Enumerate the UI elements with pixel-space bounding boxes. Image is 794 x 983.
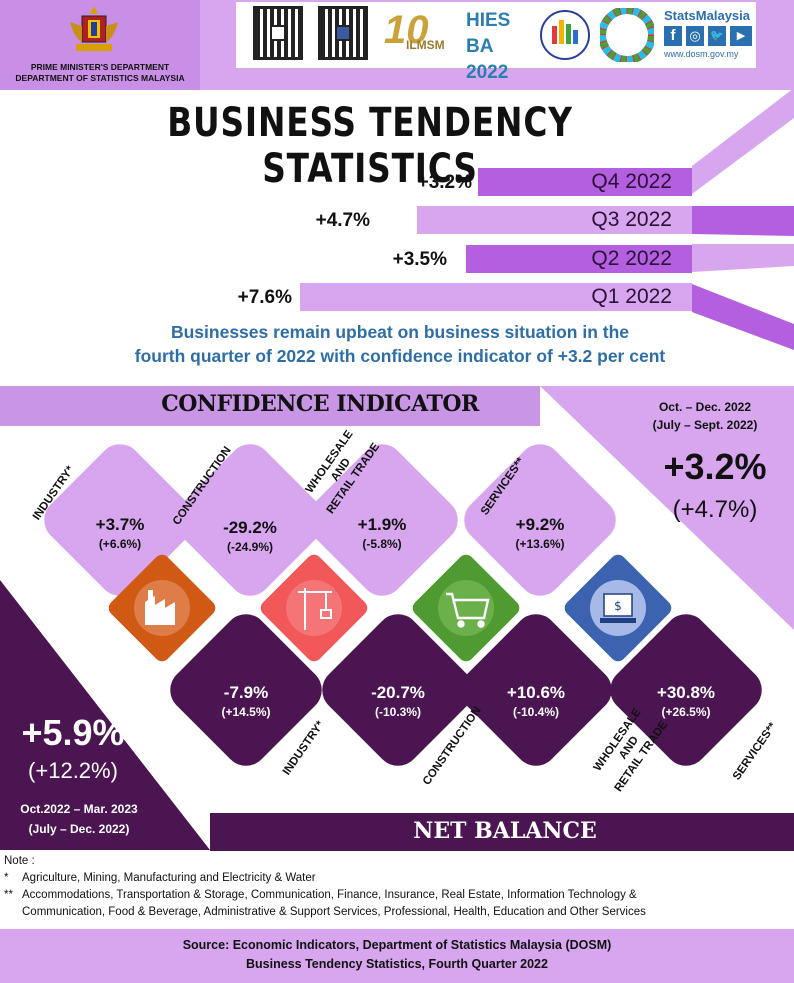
agency-line-1: PRIME MINISTER'S DEPARTMENT — [30, 62, 170, 72]
social-brand: StatsMalaysia — [664, 8, 750, 23]
facebook-icon[interactable]: f — [664, 26, 682, 46]
net-overall-previous: (+12.2%) — [28, 758, 118, 783]
coat-of-arms-icon — [70, 6, 118, 51]
confidence-overall: +3.2% — [663, 446, 767, 487]
social-icons: f ◎ 🐦 ▶ — [664, 26, 752, 46]
confidence-tile-construction — [174, 444, 326, 596]
twitter-icon[interactable]: 🐦 — [708, 26, 726, 46]
confidence-tile-trade — [306, 444, 458, 596]
confidence-tile-services — [464, 444, 616, 596]
quarter-value: +3.5% — [392, 249, 447, 270]
census-logo-icon — [540, 10, 590, 60]
confidence-services-value: +9.2% (+13.6%) — [515, 515, 565, 551]
quarter-connector-shapes — [692, 88, 794, 350]
confidence-period: Oct. – Dec. 2022 — [658, 400, 752, 414]
confidence-industry-value: +3.7% (+6.6%) — [95, 515, 145, 551]
factory-icon — [134, 580, 190, 636]
ilmsm-logo: 10 ILMSM — [384, 8, 445, 52]
net-period-previous: (July – Dec. 2022) — [28, 822, 130, 836]
net-services-value: +30.8% (+26.5%) — [656, 683, 716, 719]
quarter-label: Q3 2022 — [591, 208, 672, 231]
net-construction-value: -20.7% (-10.3%) — [371, 683, 425, 719]
headline-summary: Businesses remain upbeat on business sit… — [40, 321, 760, 368]
confidence-header-bar — [0, 386, 540, 426]
agency-line-2: DEPARTMENT OF STATISTICS MALAYSIA — [15, 73, 185, 83]
net-balance-title: NET BALANCE — [413, 818, 597, 844]
website-link[interactable]: www.dosm.gov.my — [664, 49, 739, 59]
sdg-wheel-icon — [600, 8, 654, 62]
net-balance-header-bar — [210, 813, 794, 851]
page-title: BUSINESS TENDENCY STATISTICS — [167, 100, 573, 192]
confidence-construction-value: -29.2% (-24.9%) — [223, 518, 277, 554]
note-2-mark: ** — [4, 889, 13, 901]
sector-diamonds: $ — [44, 444, 762, 766]
quarter-bar-q2: Q2 2022 — [465, 245, 692, 273]
footer-band — [0, 929, 794, 983]
source-line-1: Source: Economic Indicators, Department … — [182, 938, 612, 952]
quarter-bar-q3: Q3 2022 — [417, 206, 692, 234]
quarter-label: Q2 2022 — [591, 247, 672, 270]
confidence-overall-previous: (+4.7%) — [672, 496, 758, 523]
subtitle-line-2: fourth quarter of 2022 with confidence i… — [134, 345, 666, 366]
net-industry-value: -7.9% (+14.5%) — [221, 683, 271, 719]
net-tile-construction — [322, 614, 474, 766]
bank-service-icon: $ — [590, 580, 646, 636]
quarter-label: Q1 2022 — [591, 285, 672, 308]
net-period: Oct.2022 – Mar. 2023 — [20, 802, 138, 816]
net-tile-services — [610, 614, 762, 766]
net-overall: +5.9% — [21, 712, 125, 753]
quarter-value: +3.2% — [417, 172, 472, 193]
quarter-label: Q4 2022 — [591, 170, 672, 193]
net-tile-industry — [170, 614, 322, 766]
shopping-cart-icon — [438, 580, 494, 636]
note-2-line-1: Accommodations, Transportation & Storage… — [22, 889, 637, 901]
subtitle-line-1: Businesses remain upbeat on business sit… — [170, 322, 630, 342]
qr-code-icon[interactable] — [318, 6, 368, 60]
confidence-trade-value: +1.9% (-5.8%) — [357, 515, 407, 551]
confidence-title: CONFIDENCE INDICATOR — [161, 391, 479, 417]
indicator-background — [0, 386, 794, 850]
source-line-2: Business Tendency Statistics, Fourth Qua… — [246, 957, 548, 971]
crane-icon — [286, 580, 342, 636]
note-2-line-2: Communication, Food & Beverage, Administ… — [22, 906, 646, 918]
note-1: Agriculture, Mining, Manufacturing and E… — [22, 872, 316, 884]
notes-heading: Note : — [4, 855, 35, 867]
net-tile-trade — [460, 614, 612, 766]
qr-code-icon[interactable] — [253, 6, 303, 60]
note-1-mark: * — [4, 872, 9, 884]
net-trade-value: +10.6% (-10.4%) — [506, 683, 566, 719]
confidence-period-previous: (July – Sept. 2022) — [652, 418, 758, 432]
svg-text:$: $ — [614, 599, 622, 613]
youtube-icon[interactable]: ▶ — [730, 26, 752, 46]
instagram-icon[interactable]: ◎ — [686, 26, 704, 46]
hies-ba-logo: HIES BA 2022 — [466, 10, 511, 83]
quarter-bar-q4: Q4 2022 — [478, 168, 692, 196]
quarter-bar-q1: Q1 2022 — [300, 283, 692, 311]
quarter-value: +7.6% — [237, 287, 292, 308]
quarter-value: +4.7% — [315, 210, 370, 231]
